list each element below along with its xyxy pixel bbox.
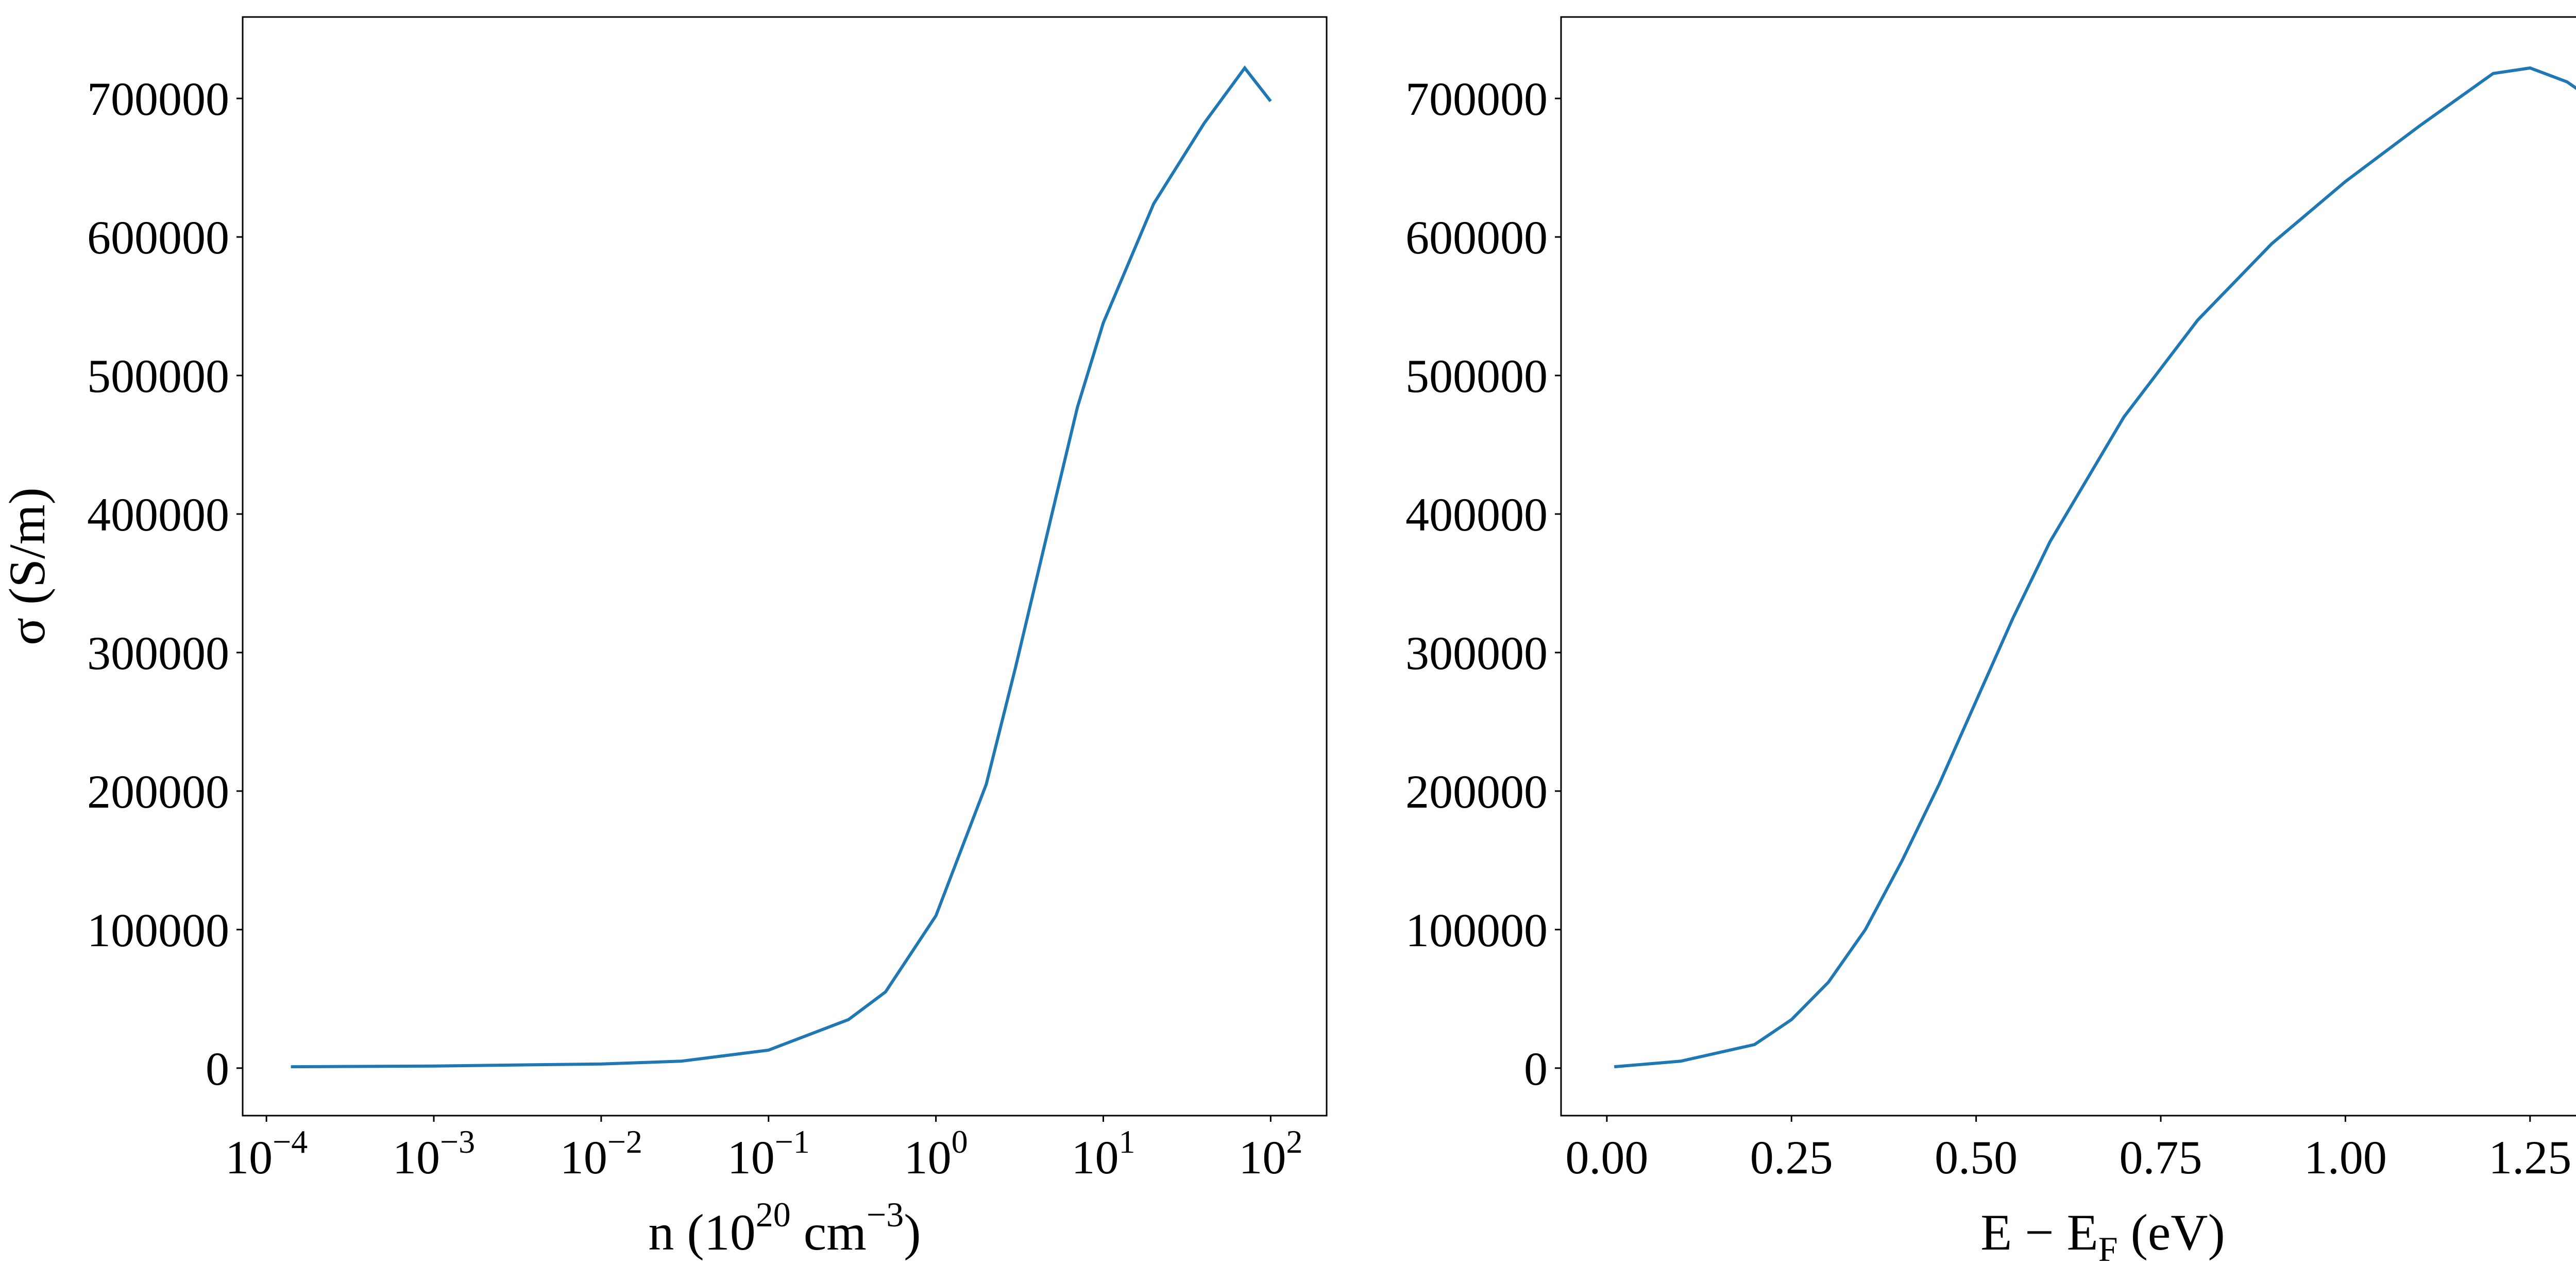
tick-base: 10 bbox=[393, 1131, 440, 1184]
label-part: E − E bbox=[1980, 1204, 2098, 1261]
x-tick-label: 10−1 bbox=[727, 1123, 810, 1184]
x-tick-label: 1.00 bbox=[2304, 1131, 2387, 1184]
label-sub: F bbox=[2098, 1229, 2118, 1269]
x-tick-label: 1.25 bbox=[2488, 1131, 2571, 1184]
line bbox=[291, 65, 1272, 1069]
x-tick-label: 10−3 bbox=[393, 1123, 475, 1184]
y-tick-label: 200000 bbox=[1405, 765, 1548, 818]
y-tick-label: 400000 bbox=[87, 488, 229, 541]
label-part: ) bbox=[904, 1204, 921, 1261]
label-part: n (10 bbox=[648, 1204, 755, 1261]
x-axis-label: n (1020​ cm−3​) bbox=[648, 1195, 921, 1261]
line bbox=[1614, 66, 2576, 1069]
tick-exponent: 1 bbox=[1118, 1123, 1135, 1160]
y-tick-label: 300000 bbox=[87, 627, 229, 679]
y-tick-label: 0 bbox=[206, 1042, 229, 1095]
tick-base: 10 bbox=[225, 1131, 273, 1184]
y-tick-label: 700000 bbox=[87, 73, 229, 125]
y-tick-label: 400000 bbox=[1405, 488, 1548, 541]
y-tick-label: 500000 bbox=[87, 350, 229, 402]
y-tick-label: 700000 bbox=[1405, 73, 1548, 125]
x-axis-label: E − EF​ (eV) bbox=[1980, 1204, 2225, 1269]
x-tick-label: 0.75 bbox=[2120, 1131, 2202, 1184]
axes-frame bbox=[1560, 16, 2576, 1117]
x-tick-label: 100 bbox=[904, 1123, 968, 1184]
x-tick-label: 0.00 bbox=[1565, 1131, 1648, 1184]
tick-base: 0.25 bbox=[1750, 1131, 1833, 1184]
y-tick-label: 200000 bbox=[87, 765, 229, 818]
x-tick-label: 10−2 bbox=[560, 1123, 642, 1184]
y-tick-label: 600000 bbox=[1405, 211, 1548, 264]
tick-exponent: −2 bbox=[607, 1123, 642, 1160]
y-axis-label: σ (S/m) bbox=[0, 487, 56, 645]
y-tick-label: 0 bbox=[1524, 1042, 1548, 1095]
tick-base: 1.00 bbox=[2304, 1131, 2387, 1184]
tick-base: 10 bbox=[1071, 1131, 1118, 1184]
label-sup: 20 bbox=[756, 1195, 791, 1234]
tick-exponent: 2 bbox=[1286, 1123, 1302, 1160]
y-tick-label: 500000 bbox=[1405, 350, 1548, 402]
x-tick-label: 10−4 bbox=[225, 1123, 308, 1184]
y-tick-label: 300000 bbox=[1405, 627, 1548, 679]
tick-base: 10 bbox=[904, 1131, 952, 1184]
x-tick-label: 0.25 bbox=[1750, 1131, 1833, 1184]
tick-base: 0.75 bbox=[2120, 1131, 2202, 1184]
tick-exponent: −4 bbox=[273, 1123, 308, 1160]
x-tick-label: 0.50 bbox=[1935, 1131, 2018, 1184]
y-tick-label: 100000 bbox=[87, 904, 229, 956]
label-part: cm bbox=[791, 1204, 867, 1261]
tick-base: 10 bbox=[727, 1131, 775, 1184]
x-tick-label: 101 bbox=[1071, 1123, 1135, 1184]
tick-exponent: 0 bbox=[952, 1123, 968, 1160]
tick-base: 0.00 bbox=[1565, 1131, 1648, 1184]
tick-base: 0.50 bbox=[1935, 1131, 2018, 1184]
label-part: σ (S/m) bbox=[0, 487, 56, 645]
tick-base: 1.25 bbox=[2488, 1131, 2571, 1184]
label-part: (eV) bbox=[2118, 1204, 2225, 1261]
axes-frame bbox=[242, 16, 1328, 1117]
tick-base: 10 bbox=[1239, 1131, 1286, 1184]
tick-exponent: −1 bbox=[775, 1123, 810, 1160]
label-sup: −3 bbox=[867, 1195, 904, 1234]
y-tick-label: 600000 bbox=[87, 211, 229, 264]
x-tick-label: 102 bbox=[1239, 1123, 1302, 1184]
y-tick-label: 100000 bbox=[1405, 904, 1548, 956]
tick-exponent: −3 bbox=[440, 1123, 475, 1160]
tick-base: 10 bbox=[560, 1131, 607, 1184]
